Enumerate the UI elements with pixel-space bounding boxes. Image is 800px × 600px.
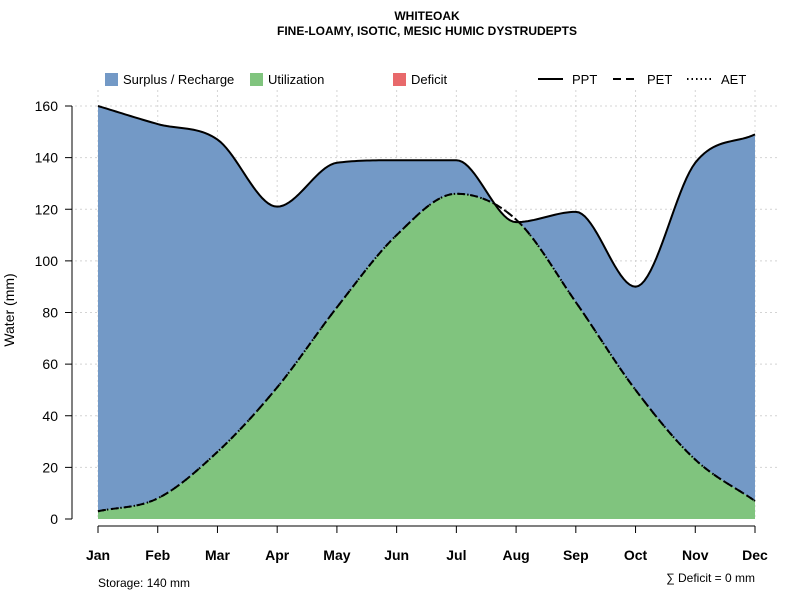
deficit-note: ∑ Deficit = 0 mm: [666, 571, 755, 585]
y-tick-label: 100: [35, 253, 59, 269]
y-tick-label: 140: [35, 150, 59, 166]
legend-label: Utilization: [268, 72, 324, 87]
x-tick-label: May: [323, 547, 350, 563]
x-tick-label: Dec: [742, 547, 768, 563]
x-tick-label: Sep: [563, 547, 589, 563]
storage-note: Storage: 140 mm: [98, 576, 190, 590]
x-tick-label: Jan: [86, 547, 110, 563]
legend-label: Deficit: [411, 72, 448, 87]
ppt-line: [97, 105, 756, 288]
legend-label: Surplus / Recharge: [123, 72, 234, 87]
chart-title: WHITEOAK: [394, 9, 460, 23]
series-lines: [97, 105, 756, 513]
y-tick-label: 120: [35, 201, 59, 217]
y-tick-label: 60: [42, 356, 58, 372]
x-tick-label: Nov: [682, 547, 709, 563]
legend-swatch: [250, 73, 263, 86]
pet-line: [97, 192, 756, 513]
axes: 0 20 40 60 80 100 120 140 160 Jan Feb Mar Apr May Jun J…: [35, 98, 768, 563]
chart-subtitle: FINE-LOAMY, ISOTIC, MESIC HUMIC DYSTRUDE…: [277, 24, 577, 38]
x-tick-label: Feb: [145, 547, 170, 563]
x-tick-label: Aug: [502, 547, 529, 563]
area-layers: [98, 106, 755, 519]
x-tick-label: Jun: [384, 547, 409, 563]
y-tick-label: 20: [42, 459, 58, 475]
y-tick-label: 80: [42, 305, 58, 321]
legend-label: AET: [721, 72, 746, 87]
legend-label: PPT: [572, 72, 597, 87]
y-tick-label: 40: [42, 408, 58, 424]
y-tick-label: 0: [50, 511, 58, 527]
utilization-area: [98, 193, 755, 519]
x-tick-label: Mar: [205, 547, 230, 563]
x-tick-label: Oct: [624, 547, 648, 563]
x-tick-label: Jul: [446, 547, 466, 563]
legend: Surplus / Recharge Utilization Deficit PPT P…: [105, 72, 746, 87]
legend-swatch: [105, 73, 118, 86]
y-tick-label: 160: [35, 98, 59, 114]
legend-swatch: [393, 73, 406, 86]
x-tick-label: Apr: [265, 547, 290, 563]
y-axis-label: Water (mm): [1, 273, 17, 346]
legend-label: PET: [647, 72, 672, 87]
